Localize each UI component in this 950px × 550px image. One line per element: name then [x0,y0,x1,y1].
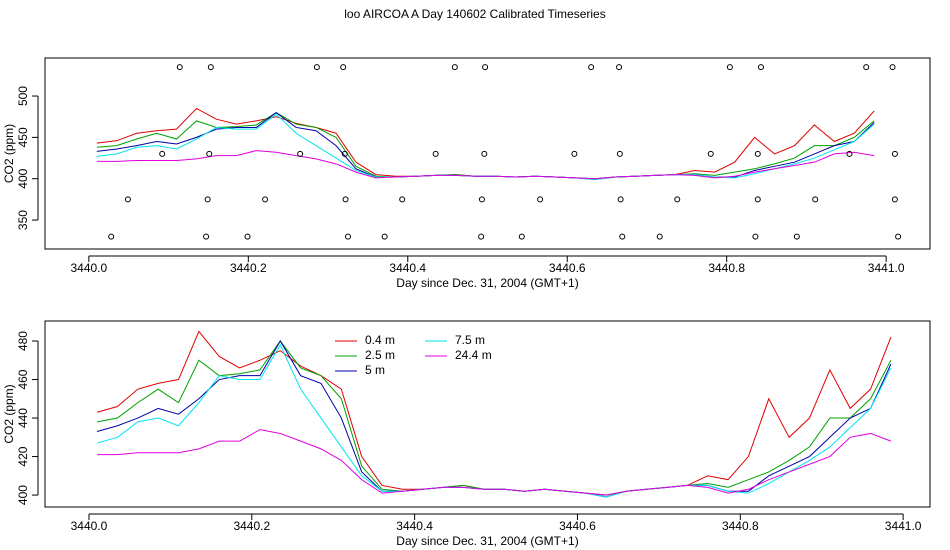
y-tick-label: 440 [16,408,30,428]
x-tick-label: 3440.0 [71,519,108,533]
point [124,196,131,203]
point [108,233,115,240]
plot-box [44,57,931,250]
point [204,196,211,203]
point [571,150,578,157]
point [757,64,764,71]
point [481,150,488,157]
line [96,340,892,498]
point [207,64,214,71]
x-tick-label: 3440.8 [722,519,759,533]
point [588,64,595,71]
point [617,196,624,203]
line [96,150,875,180]
x-tick-label: 3440.4 [396,519,433,533]
point [399,196,406,203]
y-tick-label: 480 [16,331,30,351]
line [97,429,892,496]
x-tick-label: 3440.6 [549,261,586,275]
point [176,64,183,71]
point [342,196,349,203]
point [244,233,251,240]
point [297,150,304,157]
y-axis-label: CO2 (ppm) [2,384,16,443]
legend-label: 2.5 m [365,348,395,362]
point [206,150,213,157]
legend-label: 0.4 m [365,333,395,347]
plot-box [44,320,931,508]
point [262,196,269,203]
x-tick-label: 3440.4 [389,261,426,275]
point [889,64,896,71]
legend-label: 5 m [365,363,385,377]
y-tick-label: 400 [16,168,30,188]
point [341,150,348,157]
point [863,64,870,71]
point [482,64,489,71]
point [616,64,623,71]
y-tick-label: 350 [16,210,30,230]
x-tick-label: 3441.0 [868,261,905,275]
point [846,150,853,157]
x-tick-label: 3440.6 [559,519,596,533]
point [726,64,733,71]
point [891,196,898,203]
line [96,111,875,180]
point [619,233,626,240]
y-tick-label: 400 [16,485,30,505]
x-axis-label: Day since Dec. 31, 2004 (GMT+1) [396,534,578,548]
point [674,196,681,203]
point [656,233,663,240]
point [478,196,485,203]
point [537,196,544,203]
point [616,150,623,157]
point [159,150,166,157]
point [812,196,819,203]
point [707,150,714,157]
point [451,64,458,71]
x-tick-label: 3440.2 [233,519,270,533]
x-axis-label: Day since Dec. 31, 2004 (GMT+1) [396,276,578,290]
legend-label: 7.5 m [455,333,485,347]
line [96,111,875,181]
x-tick-label: 3441.0 [885,519,922,533]
point [518,233,525,240]
line [97,340,892,496]
x-tick-label: 3440.8 [708,261,745,275]
point [754,196,761,203]
point [381,233,388,240]
chart-title: loo AIRCOA A Day 140602 Calibrated Times… [344,7,605,21]
y-tick-label: 450 [16,127,30,147]
point [895,233,902,240]
point [432,150,439,157]
y-tick-label: 420 [16,446,30,466]
point [891,150,898,157]
point [478,233,485,240]
point [340,64,347,71]
point [344,233,351,240]
point [313,64,320,71]
legend-label: 24.4 m [455,348,492,362]
point [752,233,759,240]
x-tick-label: 3440.2 [230,261,267,275]
y-tick-label: 460 [16,369,30,389]
point [203,233,210,240]
y-axis-label: CO2 (ppm) [2,124,16,183]
point [754,150,761,157]
y-tick-label: 500 [16,86,30,106]
point [793,233,800,240]
x-tick-label: 3440.0 [70,261,107,275]
